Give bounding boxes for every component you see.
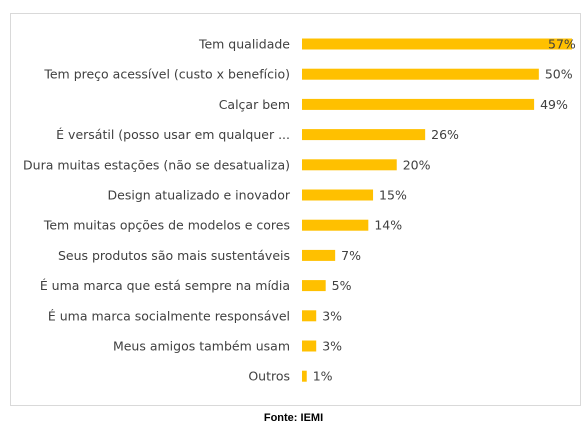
value-label-9: 5% (332, 278, 352, 293)
category-label-2: Tem preço acessível (custo x benefício) (43, 67, 290, 82)
category-label-3: Calçar bem (219, 97, 290, 112)
bar-9 (302, 280, 326, 292)
bar-5 (302, 159, 397, 171)
bar-11 (302, 340, 317, 352)
bar-8 (302, 249, 336, 261)
value-label-2: 50% (545, 67, 573, 82)
source-note: Fonte: IEMI (263, 412, 324, 424)
value-label-6: 15% (379, 188, 407, 203)
value-label-5: 20% (403, 157, 431, 172)
category-label-8: Seus produtos são mais sustentáveis (58, 248, 290, 263)
category-label-1: Tem qualidade (198, 37, 290, 52)
value-label-3: 49% (540, 97, 568, 112)
bar-3 (302, 98, 535, 110)
bar-6 (302, 189, 374, 201)
category-label-11: Meus amigos também usam (113, 339, 290, 354)
category-label-7: Tem muitas opções de modelos e cores (43, 218, 290, 233)
bar-2 (302, 68, 539, 80)
value-label-10: 3% (322, 308, 342, 323)
bar-10 (302, 310, 317, 322)
bar-1 (302, 38, 572, 50)
value-label-4: 26% (431, 127, 459, 142)
chart-plot: Tem qualidade Tem preço acessível (custo … (23, 37, 576, 384)
bar-12 (302, 370, 307, 382)
bars-group (302, 38, 572, 382)
value-label-1: 57% (548, 37, 576, 52)
bar-4 (302, 129, 426, 141)
bar-7 (302, 219, 369, 231)
value-label-8: 7% (341, 248, 361, 263)
value-labels: 57% 50% 49% 26%20% 15% 14% 7% 5% 3% 3% 1% (313, 37, 576, 384)
category-label-9: É uma marca que está sempre na mídia (40, 278, 290, 293)
value-label-11: 3% (322, 339, 342, 354)
value-label-7: 14% (374, 218, 402, 233)
category-label-5: Dura muitas estações (não se desatualiza… (23, 157, 290, 172)
category-labels: Tem qualidade Tem preço acessível (custo … (23, 37, 291, 384)
value-label-12: 1% (313, 369, 333, 384)
category-label-6: Design atualizado e inovador (108, 188, 291, 203)
category-label-4: É versátil (posso usar em qualquer ... (56, 127, 290, 142)
category-label-10: É uma marca socialmente responsável (48, 308, 290, 323)
category-label-12: Outros (248, 369, 290, 384)
